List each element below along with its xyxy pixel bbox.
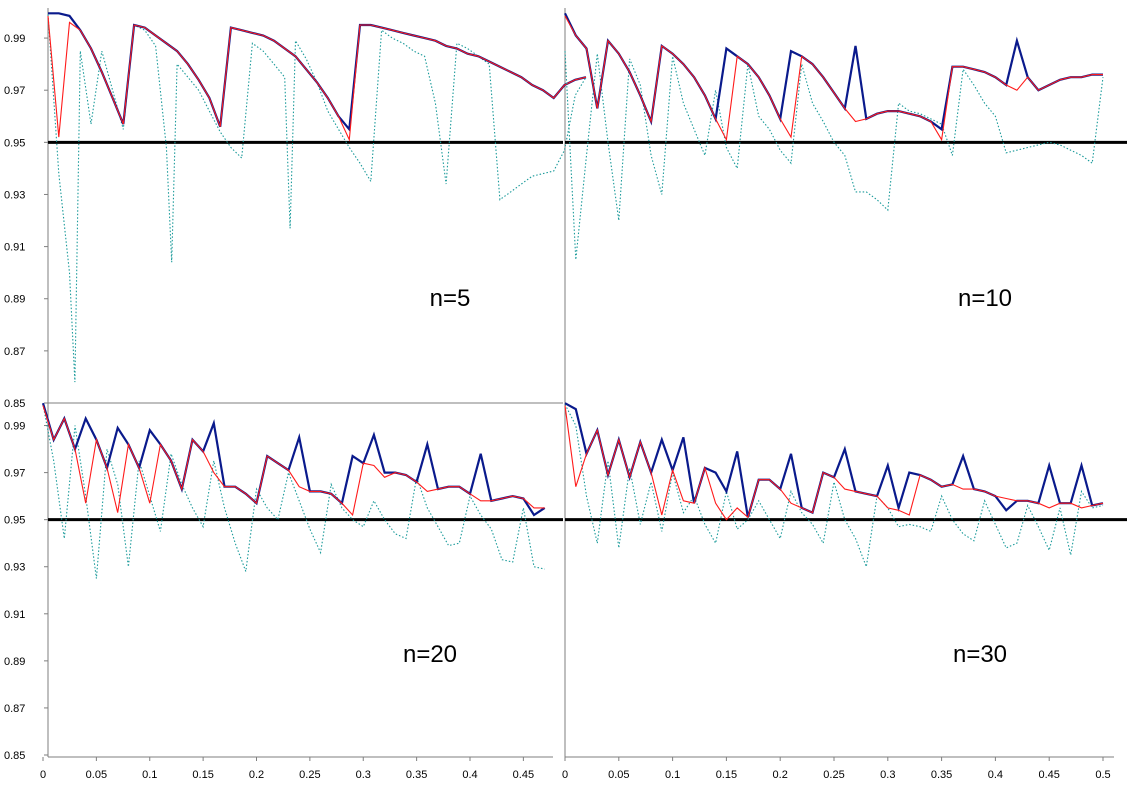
x-tick-label: 0.45: [1038, 769, 1059, 781]
series-line-blue: [564, 402, 1104, 518]
y-tick-label: 0.91: [4, 242, 25, 254]
x-tick-label: 0.2: [773, 769, 788, 781]
x-tick-label: 0.1: [142, 769, 157, 781]
series-line-teal-dotted: [564, 51, 1104, 260]
y-tick-label: 0.97: [4, 468, 25, 480]
x-tick-label: 0.1: [665, 769, 680, 781]
panel-label: n=10: [958, 285, 1012, 312]
y-tick-label: 0.85: [4, 750, 25, 762]
x-tick-label: 0.35: [406, 769, 427, 781]
series-line-blue: [41, 402, 546, 517]
series-line-teal-dotted: [564, 404, 1104, 569]
y-tick-label: 0.89: [4, 656, 25, 668]
y-tick-label: 0.99: [4, 421, 25, 433]
series-line-red: [564, 405, 1104, 521]
series-line-blue: [564, 12, 1103, 132]
series-line-red: [42, 405, 545, 517]
x-tick-label: 0.3: [880, 769, 895, 781]
x-tick-label: 0.05: [608, 769, 629, 781]
x-tick-label: 0.25: [823, 769, 844, 781]
x-tick-label: 0.2: [249, 769, 264, 781]
series-line-teal-dotted: [42, 404, 545, 579]
y-tick-label: 0.87: [4, 703, 25, 715]
x-tick-label: 0.4: [462, 769, 477, 781]
y-tick-label: 0.95: [4, 515, 25, 527]
x-tick-label: 0.45: [513, 769, 534, 781]
y-tick-label: 0.99: [4, 33, 25, 45]
x-tick-label: 0: [40, 769, 46, 781]
x-tick-label: 0.15: [192, 769, 213, 781]
y-tick-label: 0.87: [4, 346, 25, 358]
x-tick-label: 0.3: [356, 769, 371, 781]
panel-label: n=30: [953, 641, 1007, 668]
x-tick-label: 0.35: [931, 769, 952, 781]
y-tick-label: 0.95: [4, 137, 25, 149]
x-tick-label: 0: [562, 769, 568, 781]
y-tick-label: 0.97: [4, 85, 25, 97]
series-line-red: [564, 15, 1103, 142]
series-layer: [41, 12, 1127, 579]
panel-label: n=20: [403, 641, 457, 668]
y-tick-label: 0.89: [4, 294, 25, 306]
x-tick-label: 0.05: [86, 769, 107, 781]
y-tick-label: 0.91: [4, 609, 25, 621]
x-tick-label: 0.4: [988, 769, 1003, 781]
labels-layer: 0.85 0.87 0.89 0.91 0.93 0.95 0.97 0.99 n=5 n=10 0…: [4, 33, 1111, 781]
x-tick-label: 0.15: [716, 769, 737, 781]
panel-label: n=5: [430, 285, 471, 312]
axes-layer: [42, 8, 1114, 761]
series-line-red: [47, 15, 587, 142]
y-tick-label: 0.85: [4, 398, 25, 410]
y-tick-label: 0.93: [4, 562, 25, 574]
y-tick-label: 0.93: [4, 189, 25, 201]
x-tick-label: 0.25: [299, 769, 320, 781]
x-tick-label: 0.5: [1095, 769, 1110, 781]
